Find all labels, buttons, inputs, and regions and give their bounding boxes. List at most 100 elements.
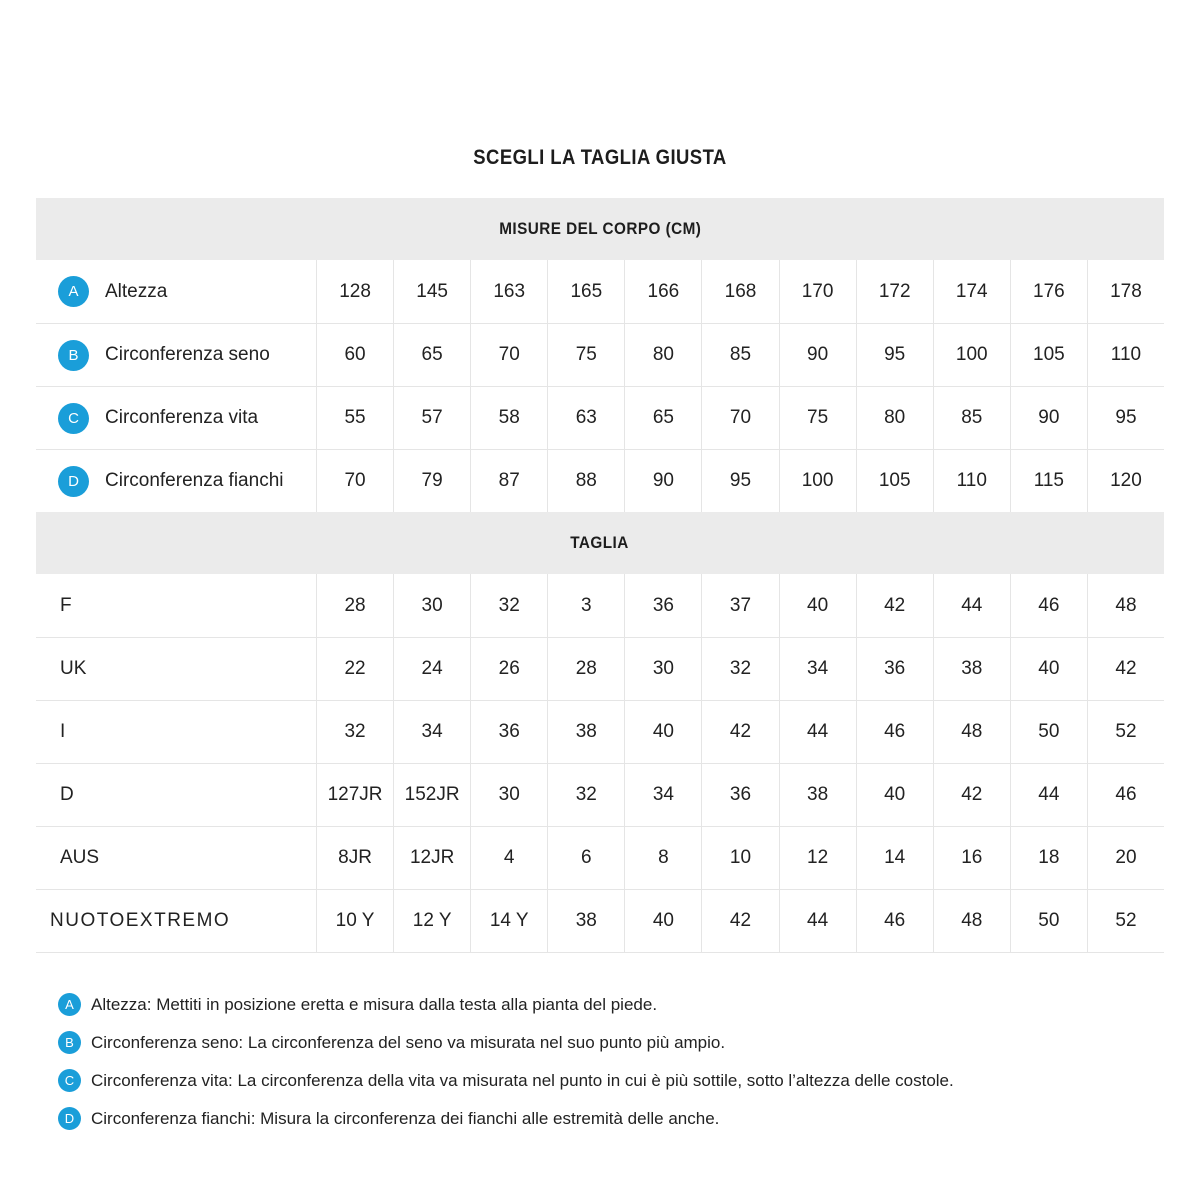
size-label: I xyxy=(60,721,66,742)
measure-value-cell: 75 xyxy=(778,387,856,449)
size-value-cell: 38 xyxy=(932,638,1010,700)
size-value-cell: 36 xyxy=(470,701,547,763)
measure-value-cell: 95 xyxy=(701,450,778,512)
measure-label-cell: C Circonferenza vita xyxy=(36,387,316,449)
measure-value-cell: 70 xyxy=(470,324,547,386)
size-chart-table: MISURE DEL CORPO (CM) A Altezza 128 145 163 1… xyxy=(36,198,1164,953)
size-value-cell: 52 xyxy=(1086,890,1164,952)
measure-value-cell: 105 xyxy=(1009,324,1087,386)
measure-section-title: MISURE DEL CORPO (CM) xyxy=(498,219,702,238)
measure-value-cell: 55 xyxy=(316,387,393,449)
measure-value-cell: 100 xyxy=(932,324,1010,386)
size-value-cell: 30 xyxy=(470,764,547,826)
measure-row: D Circonferenza fianchi 70 79 87 88 90 95 100 105… xyxy=(36,449,1164,512)
measure-value-cell: 80 xyxy=(624,324,701,386)
size-value-cell: 42 xyxy=(701,701,778,763)
measure-value-cell: 75 xyxy=(547,324,624,386)
size-label: F xyxy=(60,594,72,616)
size-value-cell: 48 xyxy=(1086,574,1164,637)
size-value-cell: 38 xyxy=(547,890,624,952)
size-label-cell: F xyxy=(36,574,316,637)
size-row: AUS 8JR 12JR 4 6 8 10 12 14 16 18 20 xyxy=(36,826,1164,889)
size-value-cell: 40 xyxy=(778,574,856,637)
size-value-cell: 40 xyxy=(1009,638,1087,700)
size-value-cell: 36 xyxy=(701,764,778,826)
size-value-cell: 36 xyxy=(855,638,933,700)
measure-value-cell: 58 xyxy=(470,387,547,449)
size-value-cell: 16 xyxy=(932,827,1010,889)
size-value-cell: 50 xyxy=(1009,701,1087,763)
size-value-cell: 50 xyxy=(1009,890,1087,952)
size-value-cell: 28 xyxy=(547,638,624,700)
size-value-cell: 6 xyxy=(547,827,624,889)
size-row: UK 22 24 26 28 30 32 34 36 38 40 42 xyxy=(36,637,1164,700)
note-badge-a: A xyxy=(58,993,81,1016)
note-badge-b: B xyxy=(58,1031,81,1054)
size-value-cell: 12 xyxy=(778,827,856,889)
size-value-cell: 30 xyxy=(624,638,701,700)
size-value-cell: 42 xyxy=(701,890,778,952)
size-value-cell: 34 xyxy=(393,701,470,763)
measure-value-cell: 174 xyxy=(932,260,1010,323)
measure-value-cell: 70 xyxy=(316,450,393,512)
measure-value-cell: 88 xyxy=(547,450,624,512)
size-value-cell: 10 xyxy=(701,827,778,889)
size-value-cell: 48 xyxy=(932,701,1010,763)
measure-value-cell: 85 xyxy=(701,324,778,386)
measurement-note: D Circonferenza fianchi: Misura la circon… xyxy=(58,1107,1164,1130)
size-value-cell: 152JR xyxy=(393,764,470,826)
measure-value-cell: 145 xyxy=(393,260,470,323)
size-value-cell: 28 xyxy=(316,574,393,637)
size-label: D xyxy=(60,784,74,805)
measure-value-cell: 60 xyxy=(316,324,393,386)
measure-row: B Circonferenza seno 60 65 70 75 80 85 90 95 100 10… xyxy=(36,323,1164,386)
size-label-cell: I xyxy=(36,701,316,763)
measure-value-cell: 168 xyxy=(701,260,778,323)
size-value-cell: 38 xyxy=(547,701,624,763)
size-value-cell: 34 xyxy=(624,764,701,826)
size-label: UK xyxy=(60,658,87,679)
size-value-cell: 36 xyxy=(624,574,701,637)
size-value-cell: 40 xyxy=(624,701,701,763)
title-wrap: SCEGLI LA TAGLIA GIUSTA xyxy=(36,0,1164,170)
size-row: I 32 34 36 38 40 42 44 46 48 50 52 xyxy=(36,700,1164,763)
size-label-cell: UK xyxy=(36,638,316,700)
size-label-cell: NUOTOEXTREMO xyxy=(36,890,316,952)
size-value-cell: 44 xyxy=(778,701,856,763)
size-value-cell: 46 xyxy=(1086,764,1164,826)
measurement-note: C Circonferenza vita: La circonferenza de… xyxy=(58,1069,1164,1092)
size-value-cell: 26 xyxy=(470,638,547,700)
measure-value-cell: 178 xyxy=(1086,260,1164,323)
note-text: Altezza: Mettiti in posizione eretta e m… xyxy=(91,994,658,1014)
measure-value-cell: 120 xyxy=(1086,450,1164,512)
size-value-cell: 32 xyxy=(701,638,778,700)
measure-value-cell: 163 xyxy=(470,260,547,323)
measure-value-cell: 176 xyxy=(1009,260,1087,323)
measure-value-cell: 115 xyxy=(1009,450,1087,512)
size-value-cell: 40 xyxy=(624,890,701,952)
measure-value-cell: 110 xyxy=(1086,324,1164,386)
size-value-cell: 14 Y xyxy=(470,890,547,952)
measure-value-cell: 170 xyxy=(778,260,856,323)
size-value-cell: 48 xyxy=(932,890,1010,952)
note-badge-d: D xyxy=(58,1107,81,1130)
measure-value-cell: 87 xyxy=(470,450,547,512)
size-row: F 28 30 32 3 36 37 40 42 44 46 48 xyxy=(36,574,1164,637)
size-value-cell: 12 Y xyxy=(393,890,470,952)
measure-value-cell: 95 xyxy=(855,324,933,386)
size-value-cell: 46 xyxy=(855,890,933,952)
measure-rows: A Altezza 128 145 163 165 166 168 170 172 174 176 17… xyxy=(36,260,1164,512)
size-value-cell: 24 xyxy=(393,638,470,700)
note-text: Circonferenza fianchi: Misura la circonf… xyxy=(91,1108,720,1128)
size-section-title: TAGLIA xyxy=(570,533,630,552)
page-title: SCEGLI LA TAGLIA GIUSTA xyxy=(473,146,727,169)
size-row: D 127JR 152JR 30 32 34 36 38 40 42 44 46 xyxy=(36,763,1164,826)
size-value-cell: 42 xyxy=(932,764,1010,826)
measure-value-cell: 65 xyxy=(624,387,701,449)
size-value-cell: 18 xyxy=(1009,827,1087,889)
measure-label-cell: D Circonferenza fianchi xyxy=(36,450,316,512)
measure-badge-d: D xyxy=(58,465,89,497)
measurement-notes: A Altezza: Mettiti in posizione eretta e … xyxy=(36,993,1164,1130)
measurement-note: A Altezza: Mettiti in posizione eretta e … xyxy=(58,993,1164,1016)
size-rows: F 28 30 32 3 36 37 40 42 44 46 48 UK 22 24 26 28 30 32 34 36… xyxy=(36,574,1164,952)
